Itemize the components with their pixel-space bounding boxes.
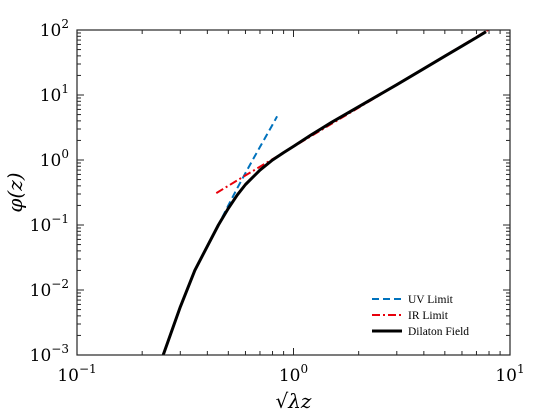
- legend: UV Limit IR Limit Dilaton Field: [372, 294, 469, 338]
- legend-label-1: UV Limit: [408, 294, 454, 306]
- legend-label-2: IR Limit: [408, 310, 449, 322]
- x-tick-label: 10−1: [57, 362, 96, 386]
- y-tick-label: 101: [40, 82, 69, 106]
- y-axis-label: φ(z): [3, 172, 27, 212]
- x-tick-label: 101: [495, 362, 524, 386]
- x-axis-label: √λz: [276, 389, 312, 413]
- y-tick-label: 102: [40, 17, 69, 41]
- y-tick-label: 10−2: [30, 277, 69, 301]
- legend-label-3: Dilaton Field: [408, 326, 469, 338]
- y-tick-label: 10−3: [30, 342, 69, 366]
- y-tick-label: 10−1: [30, 212, 69, 236]
- x-tick-label: 100: [279, 362, 308, 386]
- plot-frame: [76, 29, 511, 356]
- series-line-3: [161, 30, 487, 355]
- y-tick-label: 100: [40, 147, 69, 171]
